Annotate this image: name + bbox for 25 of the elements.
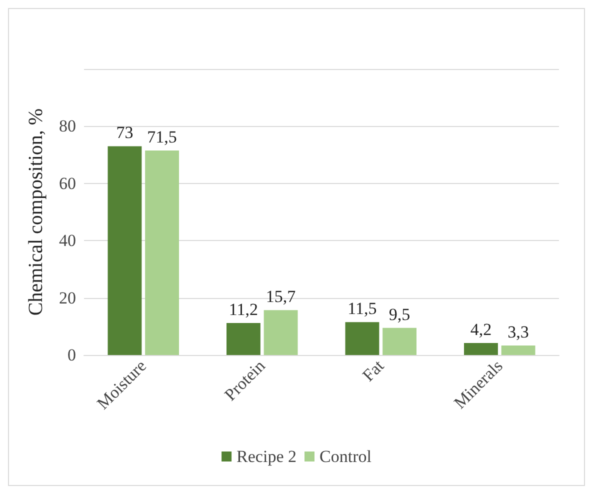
data-label: 15,7: [266, 287, 296, 306]
data-label: 9,5: [388, 304, 410, 324]
data-label: 11,5: [348, 299, 377, 318]
y-tick-label: 20: [59, 288, 76, 308]
x-tick-label: Fat: [358, 356, 388, 386]
bar: [464, 342, 498, 355]
bar: [345, 322, 380, 355]
bar: [108, 146, 142, 355]
data-label: 71,5: [147, 128, 177, 147]
y-tick-label: 40: [59, 231, 76, 250]
bar: [501, 346, 536, 355]
legend-label: Control: [320, 447, 372, 466]
data-label: 4,2: [470, 320, 492, 339]
data-label: 73: [116, 123, 134, 142]
data-label: 11,2: [228, 300, 258, 319]
y-tick-label: 80: [59, 116, 76, 136]
bar: [264, 310, 298, 355]
y-axis-title: Chemical composition, %: [25, 108, 47, 316]
legend-label: Recipe 2: [236, 447, 297, 466]
y-tick-label: 0: [68, 346, 76, 364]
bar: [382, 328, 416, 355]
y-tick-label: 60: [59, 174, 76, 193]
bar: [145, 150, 179, 355]
data-label: 3,3: [508, 322, 529, 342]
bar: [226, 322, 260, 355]
